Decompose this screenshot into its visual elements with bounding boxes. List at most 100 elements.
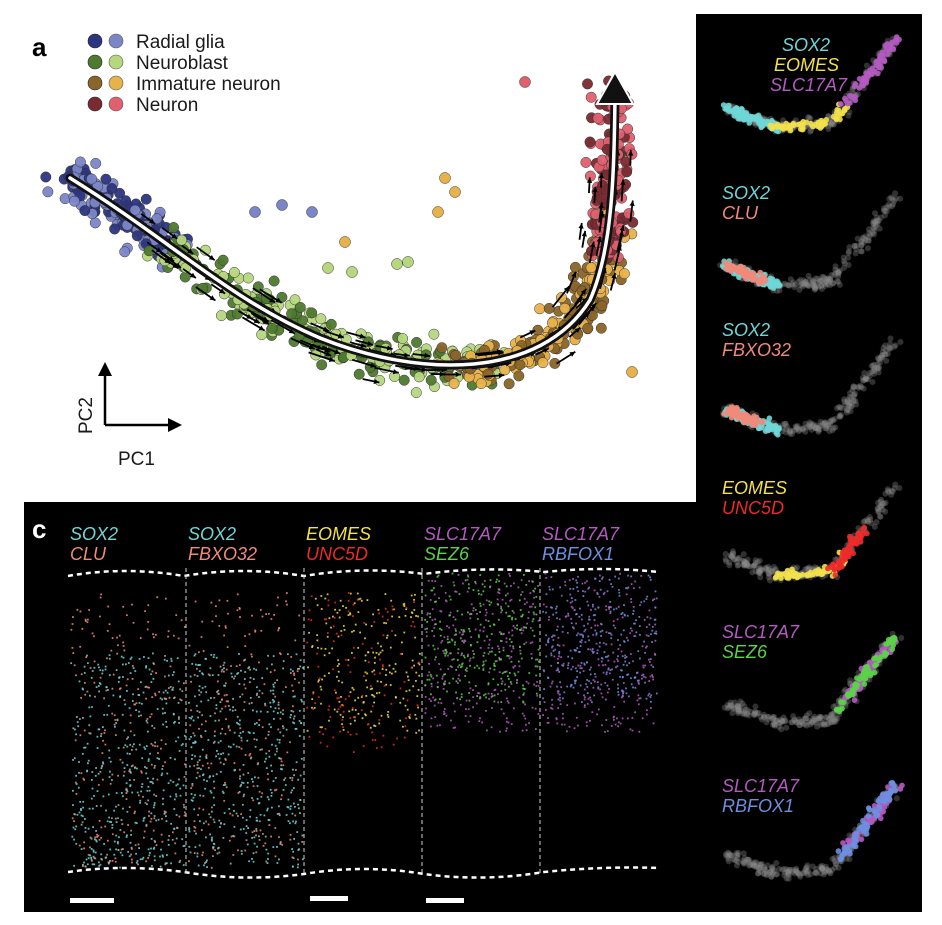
cell-point [736, 706, 743, 712]
transcript-spot [266, 807, 269, 810]
cell-point [831, 855, 838, 861]
velocity-arrowhead [168, 256, 175, 262]
transcript-spot [71, 623, 74, 625]
cell-point [757, 574, 764, 581]
cell-point [832, 263, 839, 270]
expressing-cell [890, 642, 896, 649]
transcript-spot [252, 732, 255, 734]
transcript-spot [200, 768, 202, 771]
pc1-label: PC1 [118, 449, 155, 470]
transcript-spot [91, 771, 94, 773]
cell-point [736, 703, 743, 710]
transcript-spot [231, 675, 234, 678]
transcript-spot [205, 836, 207, 839]
transcript-spot [224, 759, 227, 761]
cell-point [821, 719, 828, 726]
cell-point [852, 390, 858, 397]
cell-point [848, 395, 854, 402]
cell-point [764, 871, 770, 877]
transcript-spot [91, 670, 94, 672]
cell-point [215, 310, 227, 322]
transcript-spot [384, 593, 387, 595]
transcript-spot [169, 779, 172, 782]
transcript-spot [301, 834, 304, 837]
transcript-spot [261, 792, 264, 795]
transcript-spot [182, 784, 185, 787]
transcript-spot [299, 659, 302, 662]
cell-point [872, 222, 879, 229]
cell-point [780, 421, 787, 428]
transcript-spot [72, 789, 74, 792]
transcript-spot [333, 708, 336, 711]
transcript-spot [144, 766, 146, 768]
transcript-spot [294, 639, 297, 642]
transcript-spot [258, 724, 260, 726]
transcript-spot [128, 855, 131, 858]
transcript-spot [183, 844, 186, 847]
expressing-cell [880, 791, 886, 797]
transcript-spot [271, 663, 273, 666]
cell-point [595, 322, 607, 334]
transcript-spot [238, 735, 241, 737]
transcript-spot [276, 846, 278, 848]
cell-point [735, 556, 742, 563]
cell-point [836, 404, 843, 410]
cell-point [792, 870, 799, 877]
transcript-spot [320, 595, 323, 597]
cell-point [728, 554, 735, 561]
transcript-spot [213, 696, 216, 699]
transcript-spot [341, 704, 344, 706]
transcript-spot [169, 665, 172, 668]
transcript-spot [125, 663, 127, 666]
cell-point [892, 342, 899, 349]
cell-point [775, 723, 782, 730]
transcript-spot [181, 690, 184, 692]
cell-point [585, 262, 597, 274]
expressing-cell [873, 813, 879, 819]
transcript-spot [224, 782, 226, 784]
transcript-spot [154, 745, 156, 747]
transcript-spot [240, 736, 243, 739]
cell-point [809, 422, 816, 429]
transcript-spot [246, 781, 249, 784]
cell-point [854, 235, 861, 242]
transcript-spot [286, 806, 289, 808]
transcript-spot [240, 747, 243, 750]
transcript-spot [247, 827, 249, 829]
transcript-spot [125, 787, 128, 790]
transcript-spot [152, 806, 155, 809]
transcript-spot [140, 714, 142, 717]
cell-point [730, 550, 737, 557]
transcript-spot [256, 845, 258, 848]
transcript-spot [213, 787, 216, 789]
cell-point [799, 283, 806, 290]
cell-point [549, 357, 561, 369]
cell-point [851, 243, 858, 249]
transcript-spot [82, 865, 84, 867]
transcript-spot [223, 823, 226, 826]
transcript-spot [269, 671, 272, 673]
transcript-spot [258, 790, 261, 793]
cell-point [744, 561, 751, 568]
transcript-spot [365, 714, 367, 717]
transcript-spot [218, 757, 221, 760]
transcript-spot [167, 635, 169, 638]
transcript-spot [210, 697, 212, 699]
transcript-spot [197, 716, 199, 719]
cell-point [828, 712, 835, 719]
transcript-spot [345, 606, 347, 609]
transcript-spot [139, 637, 142, 639]
transcript-spot [253, 836, 256, 839]
transcript-spot [354, 709, 357, 711]
cell-point [818, 283, 825, 290]
cell-point [751, 863, 758, 870]
transcript-spot [202, 795, 205, 797]
transcript-spot [154, 741, 157, 744]
transcript-spot [233, 810, 235, 812]
transcript-spot [237, 849, 239, 852]
transcript-spot [193, 674, 196, 676]
transcript-spot [289, 741, 291, 744]
expressing-cell [889, 780, 896, 786]
velocity-arrowhead [164, 258, 171, 264]
transcript-spot [143, 836, 145, 839]
